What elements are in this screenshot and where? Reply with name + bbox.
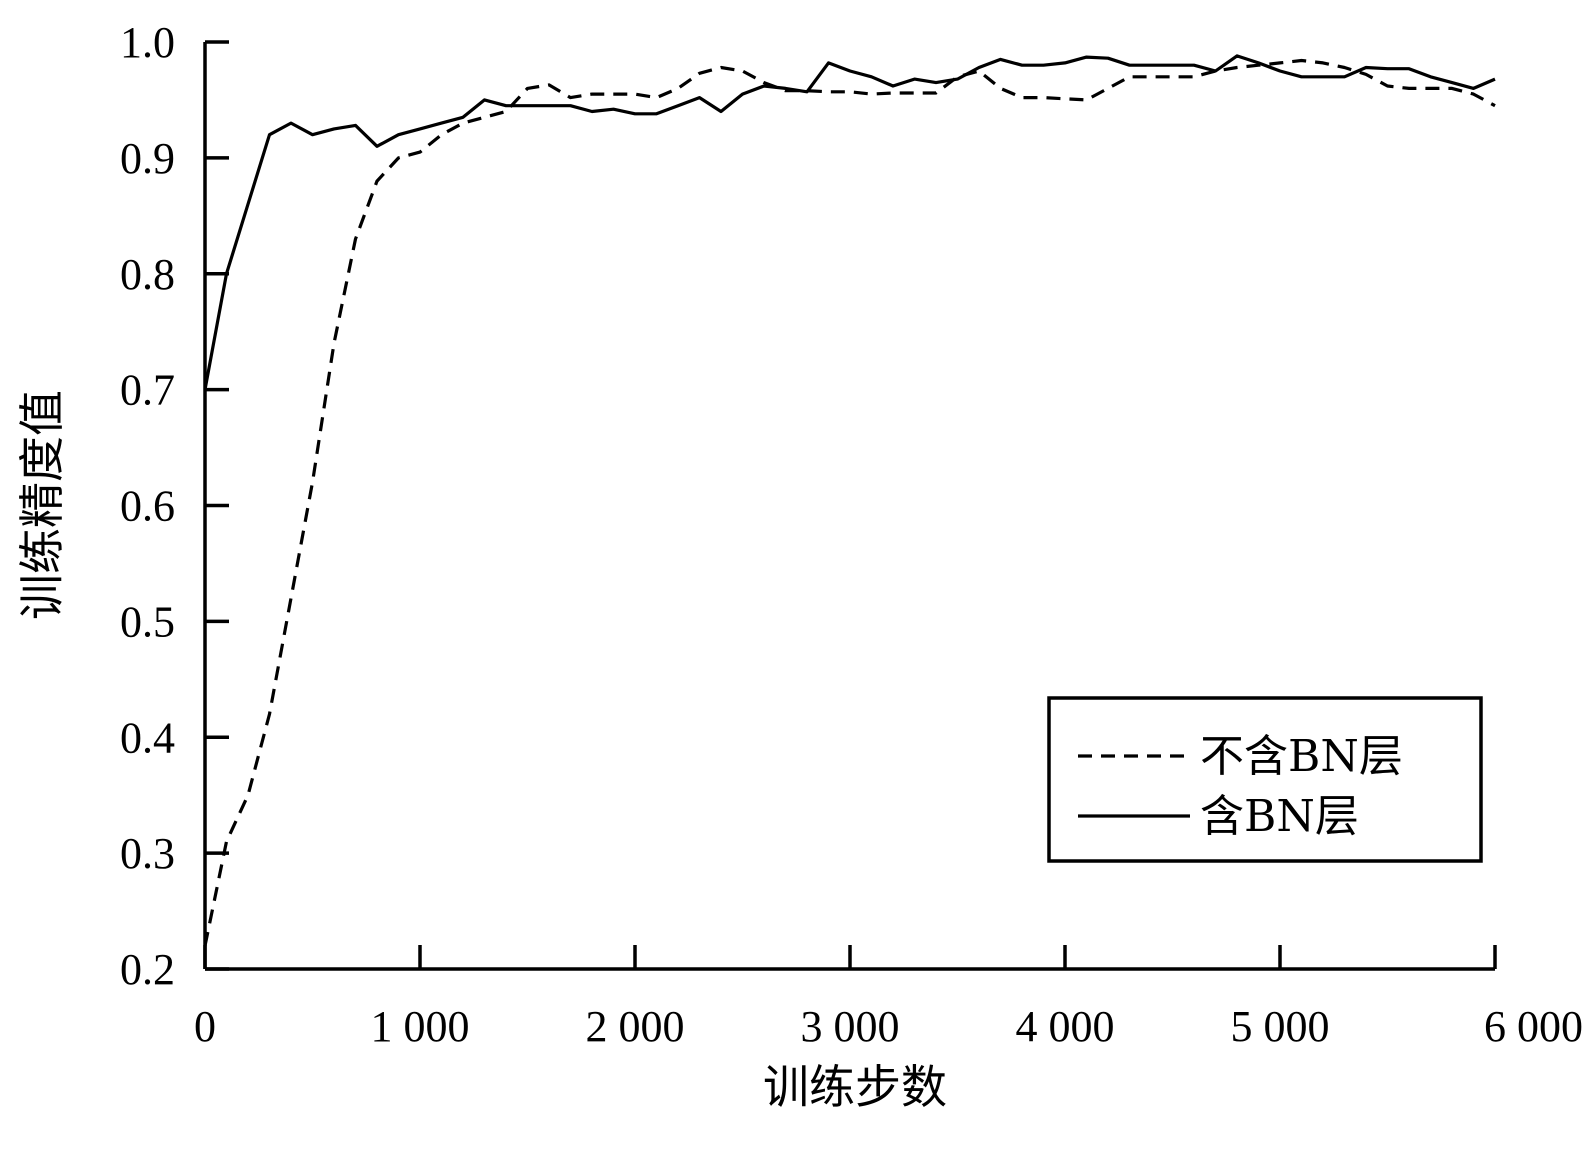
series-line-with-bn (203, 54, 1496, 390)
x-tick-label: 4 000 (1016, 1002, 1115, 1051)
y-tick-label: 0.3 (120, 829, 175, 878)
y-tick-label: 0.9 (120, 134, 175, 183)
legend-box (1047, 696, 1483, 863)
y-tick-label: 0.5 (120, 597, 175, 646)
x-tick-label: 2 000 (586, 1002, 685, 1051)
x-tick-label: 1 000 (371, 1002, 470, 1051)
legend-label-no-bn: 不含BN层 (1200, 731, 1403, 782)
y-tick-label: 0.2 (120, 945, 175, 994)
legend: 不含BN层 含BN层 (1047, 696, 1483, 863)
x-tick-label: 0 (194, 1002, 216, 1051)
ticks-layer: 0.2 0.3 0.4 0.5 0.6 0.7 0.8 0.9 1.0 0 1 000 2 000 3 … (120, 18, 1583, 1051)
series-layer (203, 54, 1496, 947)
legend-label-with-bn: 含BN层 (1200, 791, 1359, 842)
y-axis-title: 训练精度值 (15, 390, 69, 620)
y-tick-label: 0.6 (120, 482, 175, 531)
series-line-no-bn (203, 58, 1496, 947)
y-tick-label: 1.0 (120, 18, 175, 67)
x-tick-label: 3 000 (801, 1002, 900, 1051)
y-tick-label: 0.4 (120, 713, 175, 762)
x-tick-label: 6 000 (1484, 1002, 1583, 1051)
x-tick-label: 5 000 (1231, 1002, 1330, 1051)
x-axis-title: 训练步数 (763, 1060, 947, 1114)
y-tick-label: 0.8 (120, 250, 175, 299)
y-tick-label: 0.7 (120, 366, 175, 415)
